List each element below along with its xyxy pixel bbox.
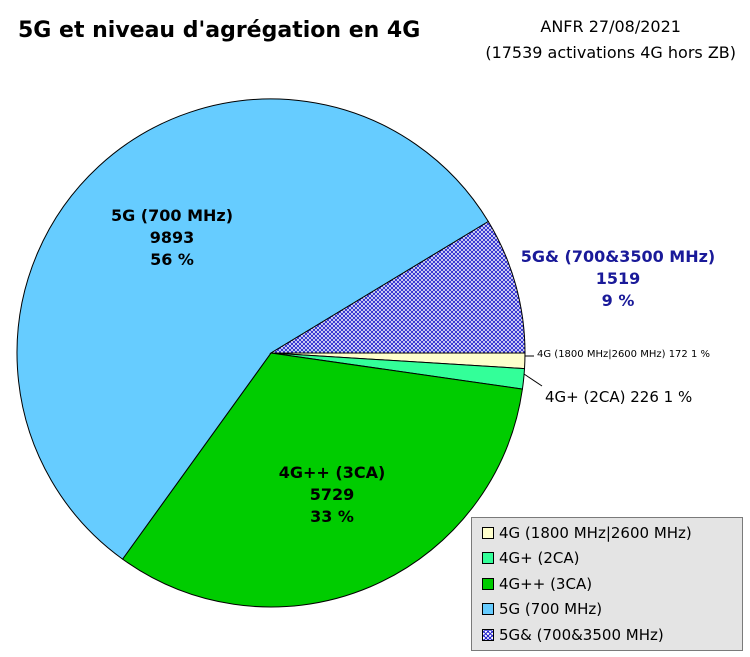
legend-item: 5G& (700&3500 MHz): [482, 622, 742, 648]
legend-label: 4G (1800 MHz|2600 MHz): [499, 523, 692, 542]
legend-label: 4G+ (2CA): [499, 549, 580, 568]
legend-label: 5G& (700&3500 MHz): [499, 625, 664, 644]
pie-slice-3: [121, 352, 523, 608]
source-line-2: (17539 activations 4G hors ZB): [485, 43, 736, 62]
legend: 4G (1800 MHz|2600 MHz) 4G+ (2CA) 4G++ (3CA…: [471, 517, 743, 651]
slice-value-4: 9893: [150, 228, 195, 247]
pie-slices: [16, 98, 526, 608]
legend-swatch: [482, 603, 494, 616]
pie-slice-5: [269, 220, 526, 354]
legend-item: 4G (1800 MHz|2600 MHz): [482, 520, 742, 546]
slice-label-5: 5G& (700&3500 MHz): [521, 247, 716, 266]
slice-label-4: 5G (700 MHz): [111, 206, 233, 225]
slice-value-3: 5729: [310, 485, 355, 504]
pie-slice-4: [16, 98, 489, 560]
legend-swatch: [482, 552, 494, 565]
legend-item: 4G+ (2CA): [482, 546, 742, 572]
slice-percent-5: 9 %: [602, 291, 635, 310]
slice-percent-3: 33 %: [310, 507, 354, 526]
pie-labels: 4G (1800 MHz|2600 MHz) 172 1 % 4G+ (2CA) …: [111, 206, 715, 526]
source-note: ANFR 27/08/2021 (17539 activations 4G ho…: [485, 14, 736, 66]
slice-label-1: 4G (1800 MHz|2600 MHz) 172 1 %: [537, 349, 710, 360]
chart-title: 5G et niveau d'agrégation en 4G: [18, 18, 421, 43]
source-line-1: ANFR 27/08/2021: [540, 17, 681, 36]
legend-item: 5G (700 MHz): [482, 597, 742, 623]
legend-swatch: [482, 526, 494, 539]
slice-label-3: 4G++ (3CA): [279, 463, 386, 482]
slice-percent-4: 56 %: [150, 250, 194, 269]
leader-line-2: [523, 373, 543, 387]
legend-label: 4G++ (3CA): [499, 574, 593, 593]
legend-item: 4G++ (3CA): [482, 571, 742, 597]
slice-label-2: 4G+ (2CA) 226 1 %: [545, 388, 692, 406]
slice-value-5: 1519: [596, 269, 641, 288]
legend-swatch: [482, 577, 494, 590]
legend-label: 5G (700 MHz): [499, 600, 603, 619]
legend-swatch: [482, 628, 494, 641]
